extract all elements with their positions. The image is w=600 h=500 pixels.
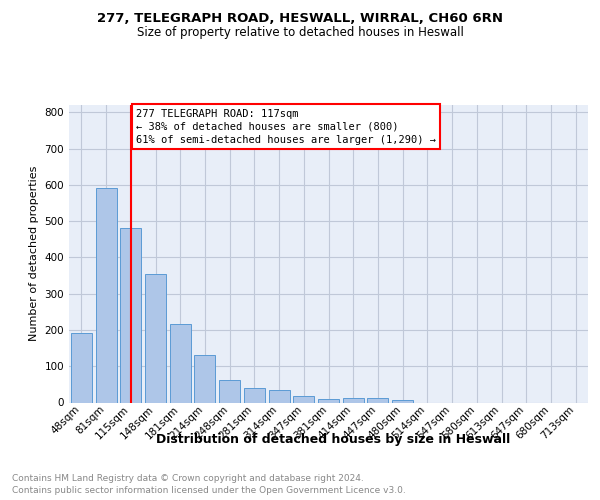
Text: Contains HM Land Registry data © Crown copyright and database right 2024.: Contains HM Land Registry data © Crown c… <box>12 474 364 483</box>
Bar <box>367 398 388 402</box>
Text: Distribution of detached houses by size in Heswall: Distribution of detached houses by size … <box>156 432 510 446</box>
Text: 277 TELEGRAPH ROAD: 117sqm
← 38% of detached houses are smaller (800)
61% of sem: 277 TELEGRAPH ROAD: 117sqm ← 38% of deta… <box>136 108 436 145</box>
Y-axis label: Number of detached properties: Number of detached properties <box>29 166 39 342</box>
Bar <box>293 396 314 402</box>
Text: Contains public sector information licensed under the Open Government Licence v3: Contains public sector information licen… <box>12 486 406 495</box>
Bar <box>194 356 215 403</box>
Bar <box>244 388 265 402</box>
Bar <box>343 398 364 402</box>
Bar <box>269 390 290 402</box>
Bar <box>120 228 141 402</box>
Text: 277, TELEGRAPH ROAD, HESWALL, WIRRAL, CH60 6RN: 277, TELEGRAPH ROAD, HESWALL, WIRRAL, CH… <box>97 12 503 26</box>
Bar <box>219 380 240 402</box>
Text: Size of property relative to detached houses in Heswall: Size of property relative to detached ho… <box>137 26 463 39</box>
Bar <box>145 274 166 402</box>
Bar <box>392 400 413 402</box>
Bar <box>170 324 191 402</box>
Bar <box>318 399 339 402</box>
Bar <box>71 333 92 402</box>
Bar <box>95 188 116 402</box>
